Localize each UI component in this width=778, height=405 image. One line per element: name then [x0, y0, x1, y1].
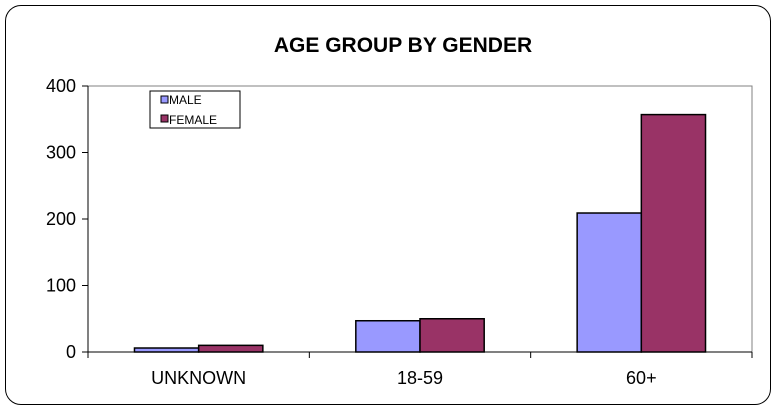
bar-female-18-59 — [419, 318, 485, 353]
x-axis: UNKNOWN 18-59 60+ — [87, 351, 753, 384]
y-tick-label: 400 — [46, 76, 76, 96]
y-tick-label: 0 — [66, 342, 76, 362]
legend-label-female: FEMALE — [169, 113, 217, 127]
bar-female-unknown — [197, 344, 264, 353]
legend-label-male: MALE — [169, 93, 202, 107]
y-tick-label: 300 — [46, 143, 76, 163]
y-axis: 0 100 200 300 400 — [46, 76, 89, 362]
y-tick-label: 100 — [46, 276, 76, 296]
chart: AGE GROUP BY GENDER 0 100 200 300 400 UNKNOW… — [46, 34, 753, 384]
bar-female-60+ — [640, 113, 707, 353]
bar-male-unknown — [133, 347, 200, 353]
legend-swatch-female — [160, 114, 169, 123]
bar-male-60+ — [576, 212, 643, 353]
x-tick-label: 18-59 — [397, 368, 443, 384]
legend: MALE FEMALE — [149, 90, 241, 129]
legend-swatch-male — [160, 95, 169, 104]
y-tick-label: 200 — [46, 209, 76, 229]
bars — [133, 113, 707, 353]
x-tick-label: UNKNOWN — [151, 368, 246, 384]
x-tick-label: 60+ — [626, 368, 657, 384]
bar-male-18-59 — [355, 319, 421, 353]
chart-title: AGE GROUP BY GENDER — [274, 34, 532, 57]
